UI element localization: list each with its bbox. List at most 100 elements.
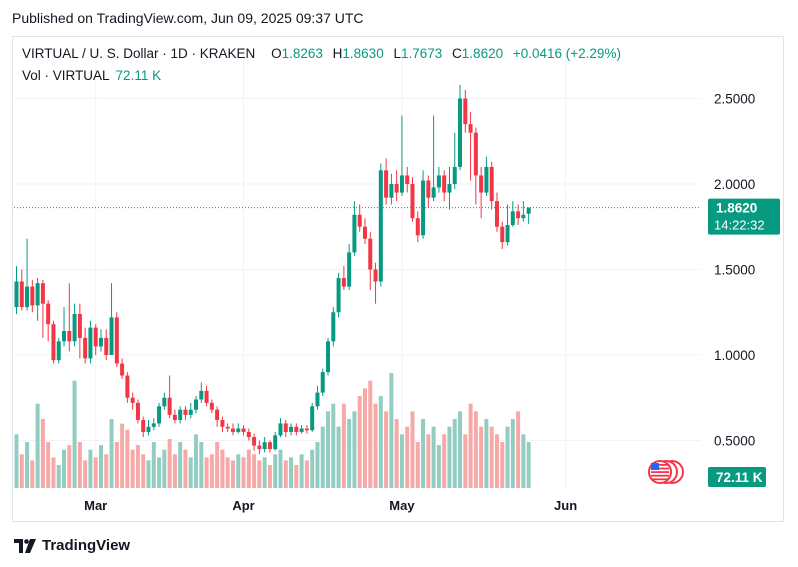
candle-body: [283, 423, 288, 432]
candle-body: [151, 423, 156, 427]
candle-body: [241, 428, 246, 432]
candle-body: [389, 184, 394, 198]
volume-bar: [157, 457, 162, 488]
volume-bar: [130, 449, 135, 488]
candle-body: [410, 184, 415, 219]
volume-bar: [56, 465, 61, 488]
candle-body: [130, 397, 135, 403]
volume-bar: [526, 442, 531, 488]
candle-body: [510, 211, 515, 226]
volume-bar: [72, 380, 77, 488]
candle-body: [157, 406, 162, 424]
volume-bar: [146, 460, 151, 488]
volume-bar: [257, 460, 262, 488]
candle-body: [167, 397, 172, 415]
candle-body: [289, 426, 294, 432]
volume-bar: [178, 442, 183, 488]
flag-stripe: [651, 464, 669, 466]
candle-body: [30, 286, 35, 306]
volume-bar: [209, 454, 214, 488]
volume-bar: [479, 426, 484, 488]
volume-bar: [46, 442, 51, 488]
volume-bar: [505, 426, 510, 488]
candle-body: [468, 124, 473, 133]
volume-bar: [421, 419, 426, 488]
candle-body: [326, 341, 331, 373]
volume-bar: [25, 442, 30, 488]
footer-brand[interactable]: TradingView: [14, 537, 130, 554]
volume-bar: [19, 454, 24, 488]
volume-bar: [199, 442, 204, 488]
volume-bar: [93, 457, 98, 488]
volume-bar: [225, 457, 230, 488]
candle-body: [452, 166, 457, 184]
volume-bar: [442, 434, 447, 488]
y-tick-label: 0.5000: [714, 434, 755, 449]
legend-close: 1.8620: [461, 46, 504, 61]
volume-bar: [415, 442, 420, 488]
candle-body: [331, 312, 336, 342]
volume-bar: [289, 457, 294, 488]
flag-stripe: [651, 471, 669, 473]
volume-bar: [389, 373, 394, 488]
volume-bar: [135, 445, 140, 488]
candles: [14, 84, 531, 455]
volume-bar: [378, 396, 383, 488]
volume-bar: [77, 442, 82, 488]
candle-body: [35, 283, 40, 306]
volume-bar: [373, 403, 378, 488]
candle-body: [304, 428, 309, 431]
candle-body: [204, 390, 209, 403]
candle-body: [347, 252, 352, 287]
candle-body: [294, 426, 299, 432]
candle-body: [209, 402, 214, 410]
volume-bar: [426, 434, 431, 488]
volume-bar: [98, 445, 103, 488]
volume-bar: [162, 449, 167, 488]
candle-body: [215, 409, 220, 420]
legend-high: 1.8630: [342, 46, 384, 61]
legend-open-label: O: [271, 46, 282, 61]
candle-body: [473, 132, 478, 176]
volume-bar: [83, 460, 88, 488]
volume-bar: [252, 454, 257, 488]
volume-bar: [315, 442, 320, 488]
volume-bar: [473, 411, 478, 488]
candle-body: [273, 435, 278, 450]
candle-body: [246, 431, 251, 438]
candle-body: [188, 409, 193, 415]
candle-body: [40, 283, 45, 304]
candle-body: [46, 303, 51, 325]
volume-bar: [347, 419, 352, 488]
candle-body: [72, 313, 77, 342]
volume-bar: [431, 426, 436, 488]
footer-brand-text: TradingView: [42, 537, 131, 554]
candle-body: [88, 327, 93, 359]
candle-body: [194, 399, 199, 410]
volume-bar: [436, 445, 441, 488]
volume-bar: [463, 434, 468, 488]
volume-bar: [62, 449, 67, 488]
candle-body: [299, 428, 304, 432]
volume-bar: [283, 460, 288, 488]
legend-change: +0.0416 (+2.29%): [512, 46, 621, 61]
legend-volume-value: 72.11 K: [115, 68, 162, 83]
volume-bar: [194, 434, 199, 488]
candle-body: [458, 98, 463, 167]
candle-body: [378, 170, 383, 282]
candle-body: [141, 419, 146, 432]
volume-bar: [394, 419, 399, 488]
volume-bar: [331, 403, 336, 488]
legend-symbol[interactable]: VIRTUAL / U. S. Dollar · 1D · KRAKEN: [22, 46, 256, 61]
volume-bar: [516, 411, 521, 488]
candle-body: [426, 180, 431, 198]
candle-body: [352, 214, 357, 253]
last-price-line: 1.8620 14:22:32 72.11 K: [14, 198, 780, 487]
volume-bar: [304, 460, 309, 488]
legend-volume-label[interactable]: Vol · VIRTUAL: [22, 68, 110, 83]
candle-body: [236, 428, 241, 432]
candle-body: [146, 426, 151, 432]
candle-body: [109, 317, 114, 355]
candle-body: [336, 278, 341, 313]
